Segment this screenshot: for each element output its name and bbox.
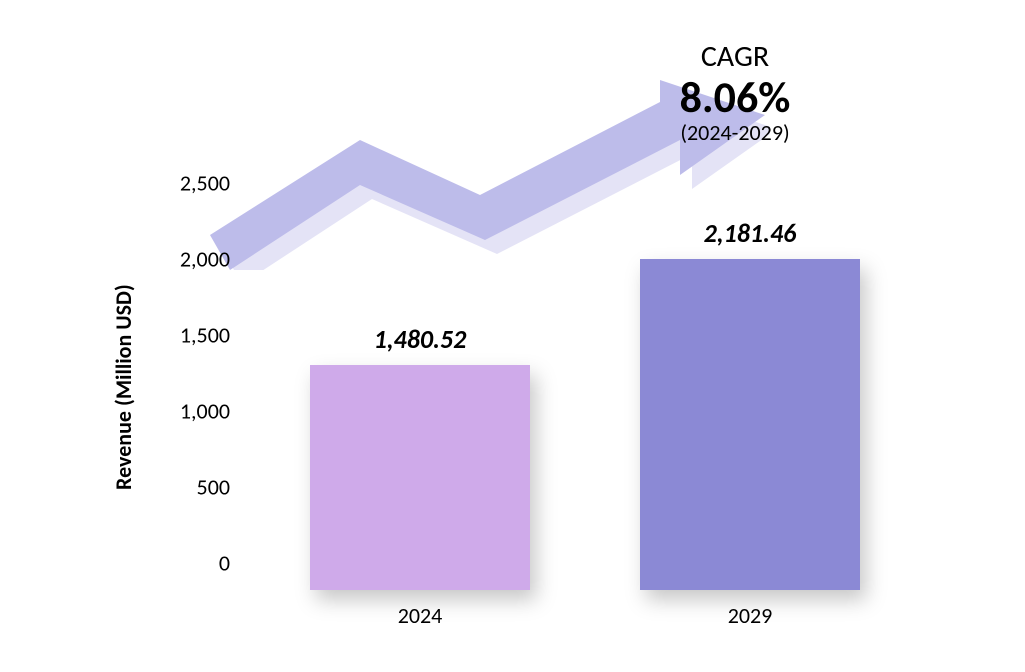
cagr-period: (2024-2029) [610,121,860,145]
cagr-block: CAGR 8.06% (2024-2029) [610,40,860,146]
y-tick: 500 [197,474,230,501]
y-axis-label: Revenue (Million USD) [110,284,137,490]
y-tick: 2,000 [180,246,230,273]
chart-frame: CAGR 8.06% (2024-2029) Revenue (Million … [80,40,960,640]
plot-area: 1,480.52 2,181.46 [240,210,920,590]
y-axis-ticks: 0 500 1,000 1,500 2,000 2,500 [160,210,230,590]
y-tick: 1,000 [180,398,230,425]
x-tick: 2024 [398,602,443,629]
y-tick: 1,500 [180,322,230,349]
bar-2024 [310,365,530,590]
bar-value-label: 2,181.46 [704,217,797,249]
y-tick: 2,500 [180,170,230,197]
bar-2029 [640,259,860,590]
x-tick: 2029 [728,602,773,629]
bar-value-label: 1,480.52 [374,323,467,355]
cagr-title: CAGR [610,40,860,73]
cagr-value: 8.06% [610,73,860,121]
y-tick: 0 [219,550,230,577]
